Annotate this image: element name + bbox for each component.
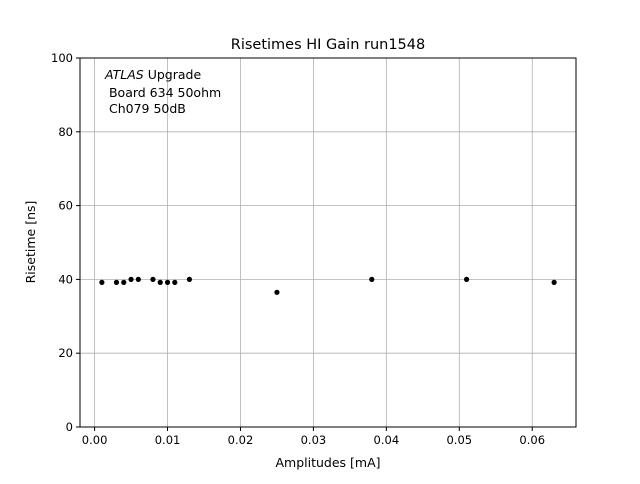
y-tick-label: 20 [58, 346, 73, 360]
data-point [463, 276, 470, 282]
y-tick-label: 100 [51, 51, 73, 65]
y-tick-label: 40 [58, 272, 73, 286]
svg-text:ATLAS Upgrade: ATLAS Upgrade [104, 67, 201, 82]
annotation-atlas: ATLAS [104, 67, 144, 82]
data-point [99, 279, 105, 285]
annotation: ATLAS Upgrade Board 634 50ohm Ch079 50dB [104, 67, 221, 116]
x-tick-label: 0.04 [374, 433, 400, 447]
data-point [186, 276, 193, 282]
x-axis-label: Amplitudes [mA] [275, 455, 380, 470]
x-tick-label: 0.02 [228, 433, 254, 447]
data-point [150, 276, 156, 282]
x-tick-label: 0.05 [446, 433, 472, 447]
y-tick-label: 0 [66, 420, 73, 434]
data-point [135, 276, 141, 282]
x-tick-label: 0.00 [82, 433, 108, 447]
x-tick-label: 0.03 [301, 433, 327, 447]
data-point [274, 289, 280, 295]
x-tick-label: 0.06 [519, 433, 545, 447]
y-axis-label: Risetime [ns] [23, 201, 38, 284]
plot-frame [79, 57, 577, 428]
data-point [157, 279, 163, 285]
annotation-channel: Ch079 50dB [105, 101, 186, 116]
data-point [172, 279, 178, 285]
data-point [551, 279, 557, 285]
chart-title: Risetimes HI Gain run1548 [231, 37, 425, 53]
data-point [128, 276, 134, 282]
data-point [113, 279, 120, 285]
x-tick-label: 0.01 [155, 433, 181, 447]
ticks: 0.00 0.01 0.02 0.03 0.04 0.05 0.06 0 20 40 60 80 100 [51, 51, 545, 447]
data-points [99, 276, 557, 295]
data-point [369, 276, 375, 282]
data-point [121, 279, 127, 285]
annotation-upgrade: Upgrade [144, 67, 202, 82]
data-point [164, 279, 171, 285]
y-tick-label: 60 [58, 199, 73, 213]
annotation-board: Board 634 50ohm [105, 85, 221, 100]
y-tick-label: 80 [58, 125, 73, 139]
